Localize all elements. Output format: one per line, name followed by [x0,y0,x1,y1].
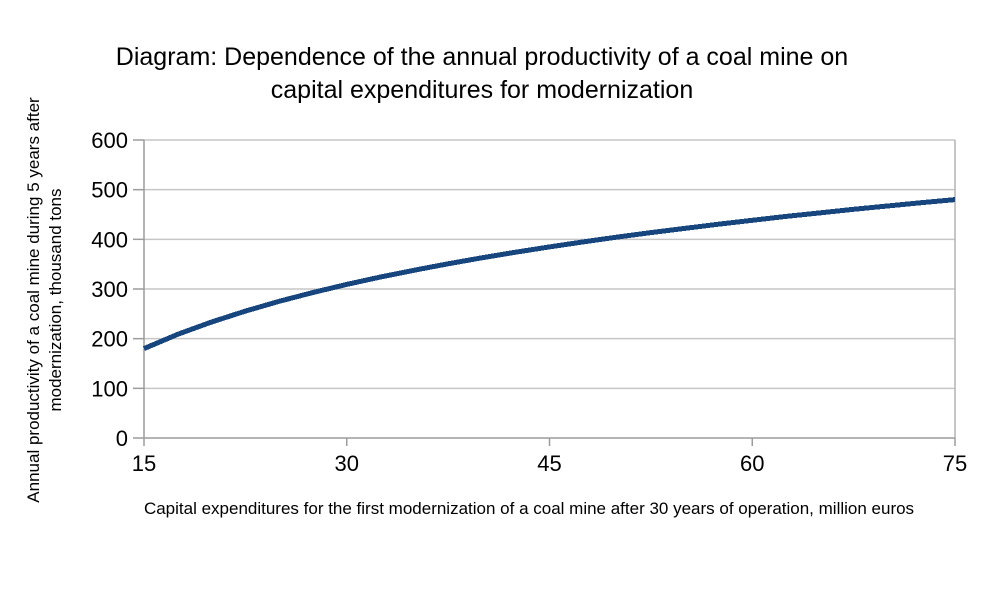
y-axis-title: Annual productivity of a coal mine durin… [24,97,65,503]
productivity-curve [143,197,956,351]
x-tick-label-60: 60 [740,451,764,476]
y-tick-label-200: 200 [91,327,128,352]
x-tick-label-45: 45 [537,451,561,476]
x-tick-label-75: 75 [943,451,967,476]
y-tick-label-500: 500 [91,178,128,203]
y-tick-label-300: 300 [91,277,128,302]
chart-title: Diagram: Dependence of the annual produc… [115,43,849,104]
y-tick-label-600: 600 [91,128,128,153]
x-axis-title: Capital expenditures for the first moder… [143,499,915,518]
x-tick-label-15: 15 [132,451,156,476]
y-tick-label-400: 400 [91,227,128,252]
x-tick-label-30: 30 [335,451,359,476]
y-tick-label-0: 0 [116,426,128,451]
y-tick-label-100: 100 [91,376,128,401]
